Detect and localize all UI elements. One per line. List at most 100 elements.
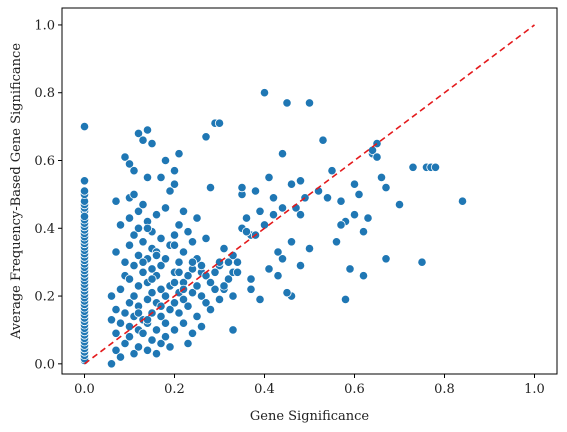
data-point (124, 213, 135, 223)
data-point (187, 257, 198, 267)
data-point (277, 203, 288, 213)
data-point (241, 227, 252, 237)
y-tick-label: 1.0 (34, 18, 55, 33)
data-point (228, 291, 238, 301)
data-point (246, 284, 256, 294)
data-point (304, 244, 315, 254)
data-point (246, 274, 256, 284)
data-point (133, 128, 144, 138)
data-point (160, 332, 171, 342)
x-tick-label: 0.4 (254, 382, 275, 397)
x-tick-label: 1.0 (524, 382, 545, 397)
data-point (183, 227, 193, 237)
data-point (196, 260, 207, 271)
data-point (381, 183, 391, 193)
data-point (223, 257, 234, 267)
data-point (178, 247, 189, 257)
data-point (192, 213, 202, 223)
data-point (286, 237, 297, 247)
data-point (322, 193, 333, 203)
data-point (124, 332, 135, 342)
data-point (151, 325, 162, 335)
data-point (372, 152, 382, 162)
data-point (178, 206, 189, 216)
data-point (120, 152, 130, 162)
data-point (151, 349, 162, 359)
data-point (196, 321, 207, 332)
data-point (147, 139, 157, 149)
data-point (255, 294, 265, 304)
data-point (268, 193, 279, 203)
data-point (165, 304, 175, 315)
data-point (349, 210, 360, 220)
data-point (133, 342, 144, 352)
data-point (169, 166, 180, 176)
data-point (160, 318, 171, 328)
data-point (133, 223, 144, 233)
data-point (210, 284, 220, 294)
data-point (169, 298, 180, 308)
data-point (79, 186, 90, 196)
data-point (201, 132, 211, 142)
data-point (358, 271, 369, 281)
data-point (133, 206, 144, 216)
data-point (349, 179, 360, 189)
data-point (241, 213, 252, 223)
data-point (192, 281, 202, 291)
data-point (228, 325, 238, 335)
data-point (124, 159, 135, 169)
data-point (142, 294, 153, 304)
data-point (79, 176, 90, 186)
x-tick-label: 0.8 (434, 382, 455, 397)
data-point (147, 335, 157, 345)
data-point (264, 172, 274, 182)
data-point (160, 291, 171, 301)
data-point (169, 325, 180, 335)
data-point (232, 267, 243, 277)
y-axis-ticks: 0.0 0.2 0.4 0.6 0.8 1.0 (34, 18, 62, 372)
data-point (340, 294, 351, 304)
data-point (214, 118, 225, 128)
data-point (457, 196, 468, 206)
data-point (156, 172, 166, 182)
data-point (115, 352, 126, 362)
data-point (138, 328, 148, 338)
data-point (142, 172, 153, 182)
data-point (381, 254, 391, 264)
data-point (79, 122, 90, 132)
data-point (255, 206, 265, 216)
data-point (336, 220, 346, 230)
data-point (160, 203, 171, 213)
data-point (187, 237, 198, 247)
data-point (165, 342, 175, 352)
data-point (174, 308, 184, 318)
data-point (129, 260, 139, 271)
data-point (376, 172, 387, 182)
data-point (205, 304, 216, 315)
data-point (142, 125, 153, 135)
data-point (277, 254, 288, 264)
data-point (232, 257, 243, 267)
data-point (156, 338, 166, 349)
data-point (156, 260, 166, 271)
data-point (196, 291, 207, 301)
data-point (156, 311, 166, 321)
data-point (205, 183, 216, 193)
data-point (183, 271, 193, 281)
data-point (115, 284, 126, 294)
plot-frame (61, 7, 558, 375)
y-axis-label: Average Frequency-Based Gene Significanc… (9, 43, 24, 340)
data-point (138, 257, 148, 267)
data-point (142, 345, 153, 355)
data-point (174, 257, 184, 267)
data-point (192, 311, 202, 321)
data-point (169, 277, 180, 288)
data-point (286, 179, 297, 189)
data-point (111, 328, 121, 338)
data-point (174, 267, 184, 277)
data-point (174, 220, 184, 230)
data-point (129, 189, 139, 199)
data-point (363, 213, 373, 223)
data-point (331, 237, 342, 247)
